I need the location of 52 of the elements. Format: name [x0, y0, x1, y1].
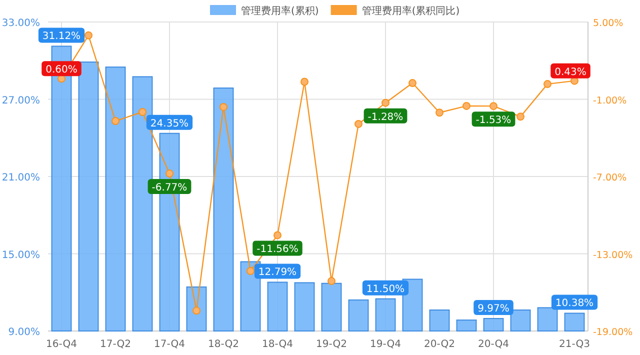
x-tick-label: 18-Q4 — [262, 339, 293, 350]
point — [166, 170, 174, 178]
point — [382, 98, 390, 107]
point — [408, 79, 416, 88]
point — [112, 117, 120, 126]
y-tick-label: 33.00% — [2, 18, 40, 29]
x-tick-label: 19-Q2 — [316, 339, 347, 350]
x-tick-label: 17-Q4 — [154, 339, 185, 350]
data-label: -11.56% — [256, 244, 298, 256]
data-label: 10.38% — [555, 298, 594, 310]
point — [138, 108, 146, 116]
point — [462, 102, 470, 110]
y2-tick-label: -1.00% — [593, 95, 627, 106]
point — [192, 306, 200, 315]
y-tick-label: 9.00% — [8, 327, 40, 338]
point — [436, 108, 444, 117]
data-label: 0.60% — [46, 64, 78, 76]
y2-tick-label: -13.00% — [593, 250, 633, 261]
y2-tick-label: -7.00% — [593, 172, 627, 184]
legend-label: 管理费用率(累积) — [241, 5, 319, 17]
point — [328, 277, 336, 286]
y-tick-label: 27.00% — [2, 95, 40, 106]
x-tick-label: 21-Q3 — [559, 339, 590, 350]
y-tick-label: 15.00% — [2, 250, 40, 261]
point — [220, 102, 228, 111]
point — [516, 112, 524, 121]
x-tick-label: 16-Q4 — [46, 339, 77, 350]
x-tick-label: 17-Q2 — [100, 339, 131, 350]
x-tick-label: 20-Q2 — [424, 339, 455, 350]
point — [274, 231, 282, 240]
point — [300, 78, 308, 86]
data-label: 11.50% — [366, 284, 405, 295]
point — [246, 267, 254, 276]
data-label: 12.79% — [258, 267, 297, 278]
y2-tick-label: 5.00% — [593, 18, 624, 29]
legend-label: 管理费用率(累积同比) — [362, 5, 460, 17]
x-tick-label: 20-Q4 — [478, 339, 509, 350]
x-tick-label: 18-Q2 — [208, 339, 239, 350]
x-tick-label: 19-Q4 — [370, 339, 401, 350]
data-label: -1.53% — [476, 115, 512, 126]
data-label: 31.12% — [42, 31, 81, 42]
point — [544, 80, 552, 88]
point — [84, 31, 92, 40]
data-label: 24.35% — [150, 118, 189, 130]
data-label: 0.43% — [554, 66, 586, 78]
y2-tick-label: -19.00% — [593, 327, 633, 338]
point — [490, 102, 498, 110]
data-label: -1.28% — [368, 112, 404, 123]
y-tick-label: 21.00% — [2, 172, 40, 184]
data-label: -6.77% — [152, 182, 188, 194]
point — [354, 120, 362, 128]
data-label: 9.97% — [478, 304, 510, 315]
